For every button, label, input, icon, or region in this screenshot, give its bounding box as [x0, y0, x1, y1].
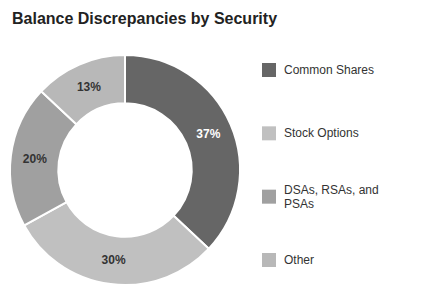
data-label: 20%	[23, 152, 47, 166]
legend-item: Common Shares	[262, 63, 374, 77]
legend-swatch	[262, 63, 276, 77]
chart: Balance Discrepancies by Security 37% 30% 2…	[0, 0, 440, 300]
legend-label: Stock Options	[284, 126, 359, 140]
donut: 37% 30% 20% 13%	[10, 55, 240, 285]
legend-label-line: Stock Options	[284, 126, 359, 140]
legend-swatch	[262, 126, 276, 140]
legend-label-line: Other	[284, 253, 314, 267]
legend-swatch	[262, 190, 276, 204]
title: Balance Discrepancies by Security	[12, 10, 277, 27]
legend-label-line: PSAs	[284, 197, 314, 211]
slice	[125, 55, 240, 249]
legend-label: Common Shares	[284, 63, 374, 77]
legend-label-line: Common Shares	[284, 63, 374, 77]
data-label: 13%	[77, 80, 101, 94]
data-label: 37%	[196, 127, 220, 141]
legend-swatch	[262, 253, 276, 267]
legend-item: Stock Options	[262, 126, 359, 140]
data-label: 30%	[102, 253, 126, 267]
slice	[24, 202, 209, 285]
legend-label-line: DSAs, RSAs, and	[284, 183, 379, 197]
legend-item: Other	[262, 253, 314, 267]
slice	[41, 55, 125, 124]
legend-label: DSAs, RSAs, andPSAs	[284, 183, 379, 211]
legend-item: DSAs, RSAs, andPSAs	[262, 183, 379, 211]
legend: Common Shares Stock Options DSAs, RSAs, an…	[262, 63, 379, 267]
legend-label: Other	[284, 253, 314, 267]
